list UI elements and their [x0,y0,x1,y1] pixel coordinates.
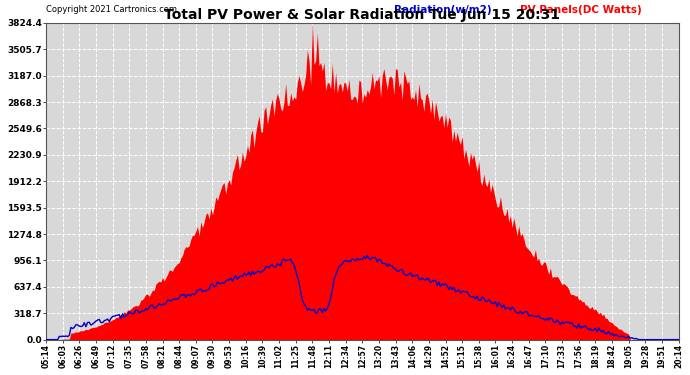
Title: Total PV Power & Solar Radiation Tue Jun 15 20:31: Total PV Power & Solar Radiation Tue Jun… [164,8,560,22]
Text: PV Panels(DC Watts): PV Panels(DC Watts) [520,5,642,15]
Text: Copyright 2021 Cartronics.com: Copyright 2021 Cartronics.com [46,5,177,14]
Text: Radiation(w/m2): Radiation(w/m2) [394,5,491,15]
